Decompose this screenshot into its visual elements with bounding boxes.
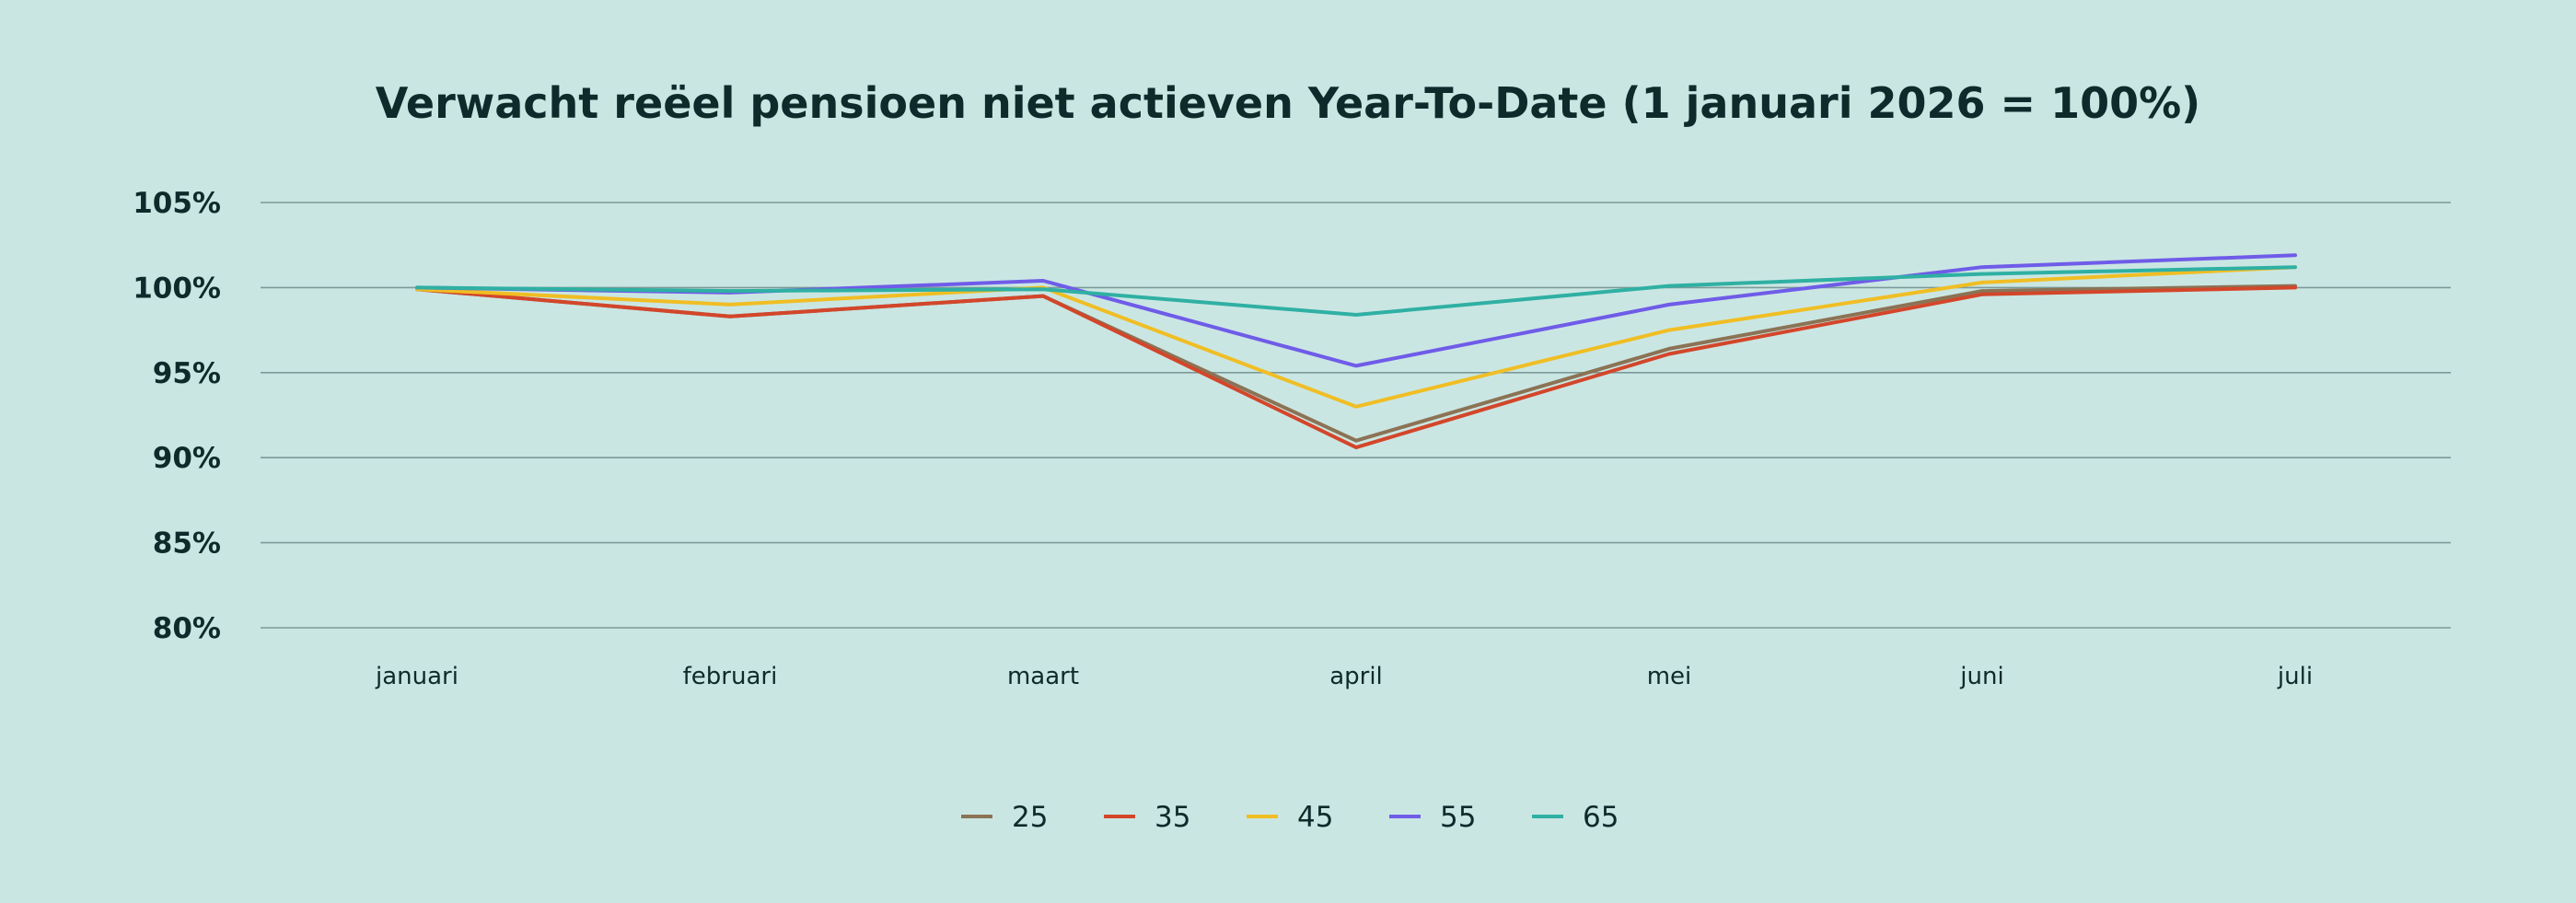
legend-item-45: 45 bbox=[1247, 801, 1333, 834]
series-line-35 bbox=[415, 285, 2297, 450]
legend-item-35: 35 bbox=[1104, 801, 1190, 834]
x-tick-label-maart: maart bbox=[1007, 663, 1079, 690]
legend-label-35: 35 bbox=[1155, 801, 1190, 834]
x-tick-label-februari: februari bbox=[683, 663, 778, 690]
x-tick-label-juli: juli bbox=[2277, 663, 2313, 690]
series-line-45 bbox=[415, 265, 2297, 409]
series-line-25 bbox=[415, 284, 2297, 443]
legend-item-65: 65 bbox=[1532, 801, 1619, 834]
gridlines bbox=[261, 202, 2451, 629]
legend-label-65: 65 bbox=[1583, 801, 1619, 834]
x-tick-label-mei: mei bbox=[1647, 663, 1692, 690]
legend-label-45: 45 bbox=[1297, 801, 1333, 834]
x-tick-label-april: april bbox=[1329, 663, 1383, 690]
y-tick-label-85: 85% bbox=[153, 527, 221, 561]
legend-item-55: 55 bbox=[1389, 801, 1476, 834]
y-tick-label-105: 105% bbox=[133, 187, 221, 220]
x-tick-label-juni: juni bbox=[1959, 663, 2003, 690]
legend-item-25: 25 bbox=[961, 801, 1048, 834]
legend-label-25: 25 bbox=[1012, 801, 1048, 834]
y-tick-label-90: 90% bbox=[153, 442, 221, 475]
x-axis-ticks: januari februari maart april mei juni juli bbox=[375, 663, 2313, 690]
y-tick-label-100: 100% bbox=[133, 272, 221, 305]
chart-title: Verwacht reëel pensioen niet actieven Ye… bbox=[376, 78, 2200, 128]
y-tick-label-80: 80% bbox=[153, 612, 221, 645]
y-axis-ticks: 80% 85% 90% 95% 100% 105% bbox=[133, 187, 221, 645]
series-line-65 bbox=[415, 265, 2297, 317]
legend-label-55: 55 bbox=[1440, 801, 1476, 834]
legend: 25 35 45 55 65 bbox=[961, 801, 1619, 834]
y-tick-label-95: 95% bbox=[153, 357, 221, 390]
x-tick-label-januari: januari bbox=[375, 663, 458, 690]
series-lines bbox=[415, 253, 2297, 450]
